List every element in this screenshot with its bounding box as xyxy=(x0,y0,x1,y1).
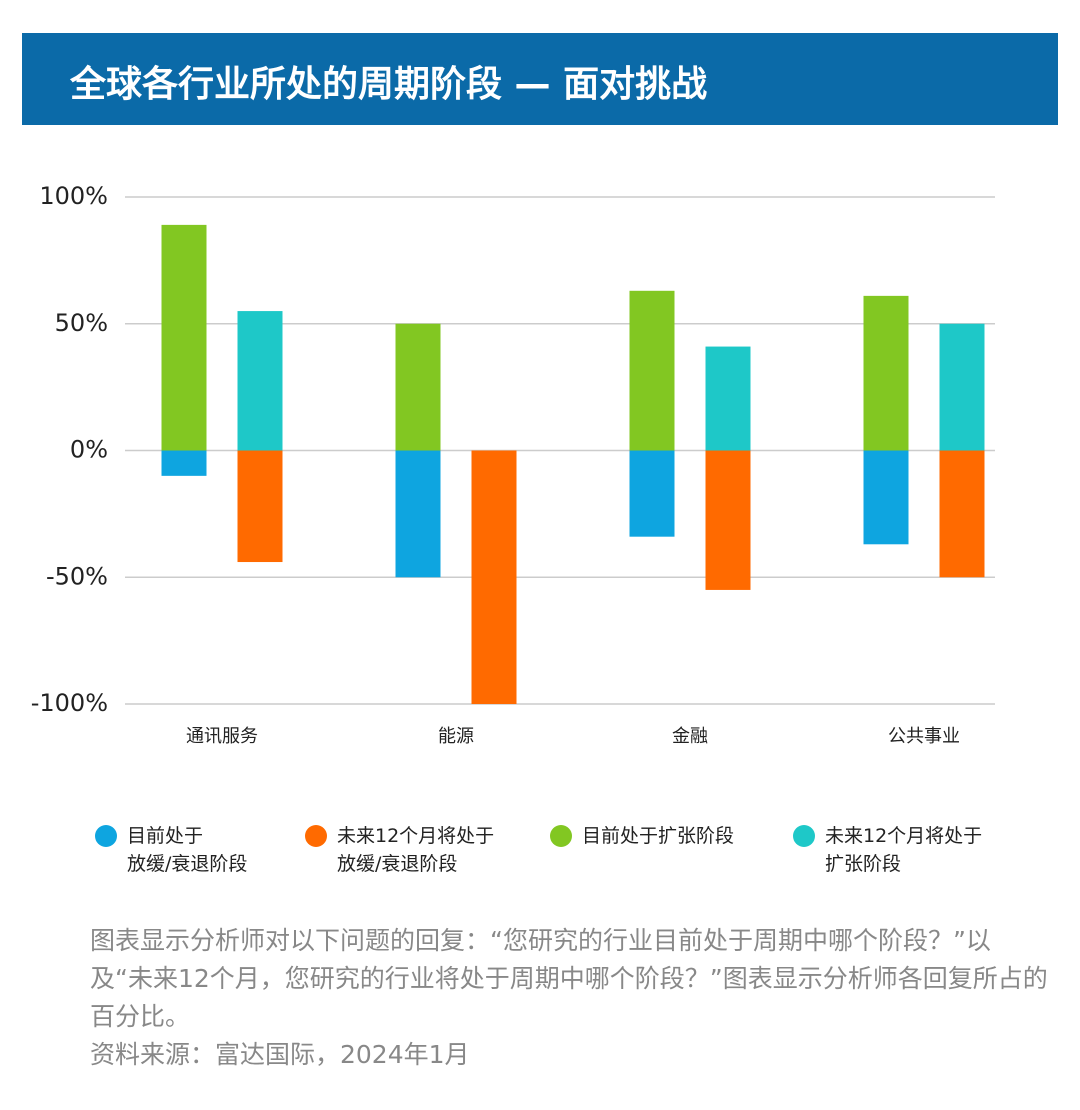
legend-label: 目前处于扩张阶段 xyxy=(582,825,735,847)
x-tick-label: 金融 xyxy=(672,726,708,747)
bar xyxy=(629,450,675,537)
bar xyxy=(705,450,751,590)
source: 资料来源：富达国际，2024年1月 xyxy=(90,1040,470,1069)
y-tick-label: 0% xyxy=(70,436,108,464)
bar xyxy=(237,311,283,451)
legend-swatch xyxy=(550,825,572,847)
bar xyxy=(471,450,517,704)
y-tick-label: 100% xyxy=(39,182,108,210)
bar xyxy=(237,450,283,563)
footer: 图表显示分析师对以下问题的回复：“您研究的行业目前处于周期中哪个阶段？”以及“未… xyxy=(90,922,1050,1074)
header: 全球各行业所处的周期阶段 — 面对挑战 xyxy=(22,33,1058,125)
bar xyxy=(161,450,207,476)
bar xyxy=(395,450,441,578)
legend-label: 未来12个月将处于 放缓/衰退阶段 xyxy=(337,825,495,875)
legend-label: 未来12个月将处于 扩张阶段 xyxy=(825,825,983,875)
bar xyxy=(629,290,675,451)
legend-item: 目前处于扩张阶段 xyxy=(550,822,734,850)
x-tick-label: 通讯服务 xyxy=(186,726,258,747)
legend-swatch xyxy=(305,825,327,847)
bar xyxy=(939,450,985,578)
legend-swatch xyxy=(95,825,117,847)
y-tick-label: 50% xyxy=(55,309,108,337)
bar xyxy=(863,295,909,451)
bar xyxy=(863,450,909,545)
bar xyxy=(161,224,207,451)
legend-swatch xyxy=(793,825,815,847)
chart: -100% -50% 0% 50% 100% 通讯服务 能源 金融 公共事业 xyxy=(31,182,995,747)
x-tick-label: 公共事业 xyxy=(888,726,960,747)
note: 图表显示分析师对以下问题的回复：“您研究的行业目前处于周期中哪个阶段？”以及“未… xyxy=(90,926,1048,1031)
bar xyxy=(705,346,751,451)
legend-label: 目前处于 放缓/衰退阶段 xyxy=(127,825,248,875)
bar xyxy=(939,323,985,451)
title: 全球各行业所处的周期阶段 — 面对挑战 xyxy=(70,64,708,105)
legend-item: 未来12个月将处于 扩张阶段 xyxy=(793,822,982,878)
legend-item: 目前处于 放缓/衰退阶段 xyxy=(95,822,247,878)
y-tick-label: -50% xyxy=(46,562,108,590)
x-tick-label: 能源 xyxy=(438,726,474,747)
y-tick-label: -100% xyxy=(31,689,108,717)
bar xyxy=(395,323,441,451)
legend-item: 未来12个月将处于 放缓/衰退阶段 xyxy=(305,822,494,878)
